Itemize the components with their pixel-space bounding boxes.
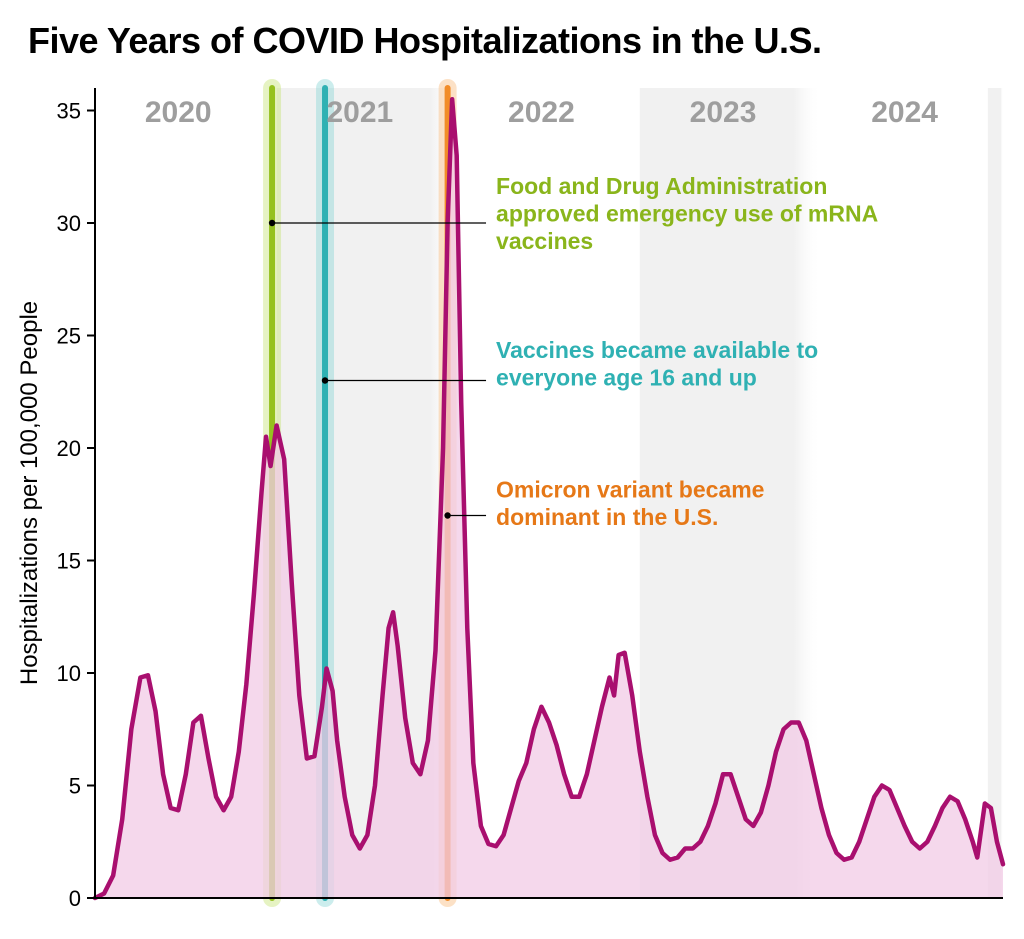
chart-svg: 0 5 10 15 20 25 30 35 Hospitalizations per 100,0… [0, 0, 1024, 939]
chart-container: Five Years of COVID Hospitalizations in … [0, 0, 1024, 939]
year-label: 2024 [871, 96, 938, 129]
y-tick-label: 20 [57, 436, 81, 461]
year-label: 2022 [508, 96, 575, 129]
year-label: 2023 [690, 96, 757, 129]
annotation-dot-fda [269, 220, 275, 226]
annotation-dot-omicron [444, 512, 450, 518]
y-tick-label: 15 [57, 549, 81, 574]
year-label: 2020 [145, 96, 212, 129]
y-tick-label: 30 [57, 211, 81, 236]
y-tick-label: 0 [69, 886, 81, 911]
y-tick-label: 5 [69, 774, 81, 799]
edge-fade-band [988, 88, 1003, 898]
y-tick-label: 25 [57, 324, 81, 349]
y-axis-label: Hospitalizations per 100,000 People [16, 301, 43, 685]
year-label: 2021 [326, 96, 393, 129]
y-tick-label: 35 [57, 99, 81, 124]
annotation-dot-avail [322, 377, 328, 383]
y-tick-label: 10 [57, 661, 81, 686]
